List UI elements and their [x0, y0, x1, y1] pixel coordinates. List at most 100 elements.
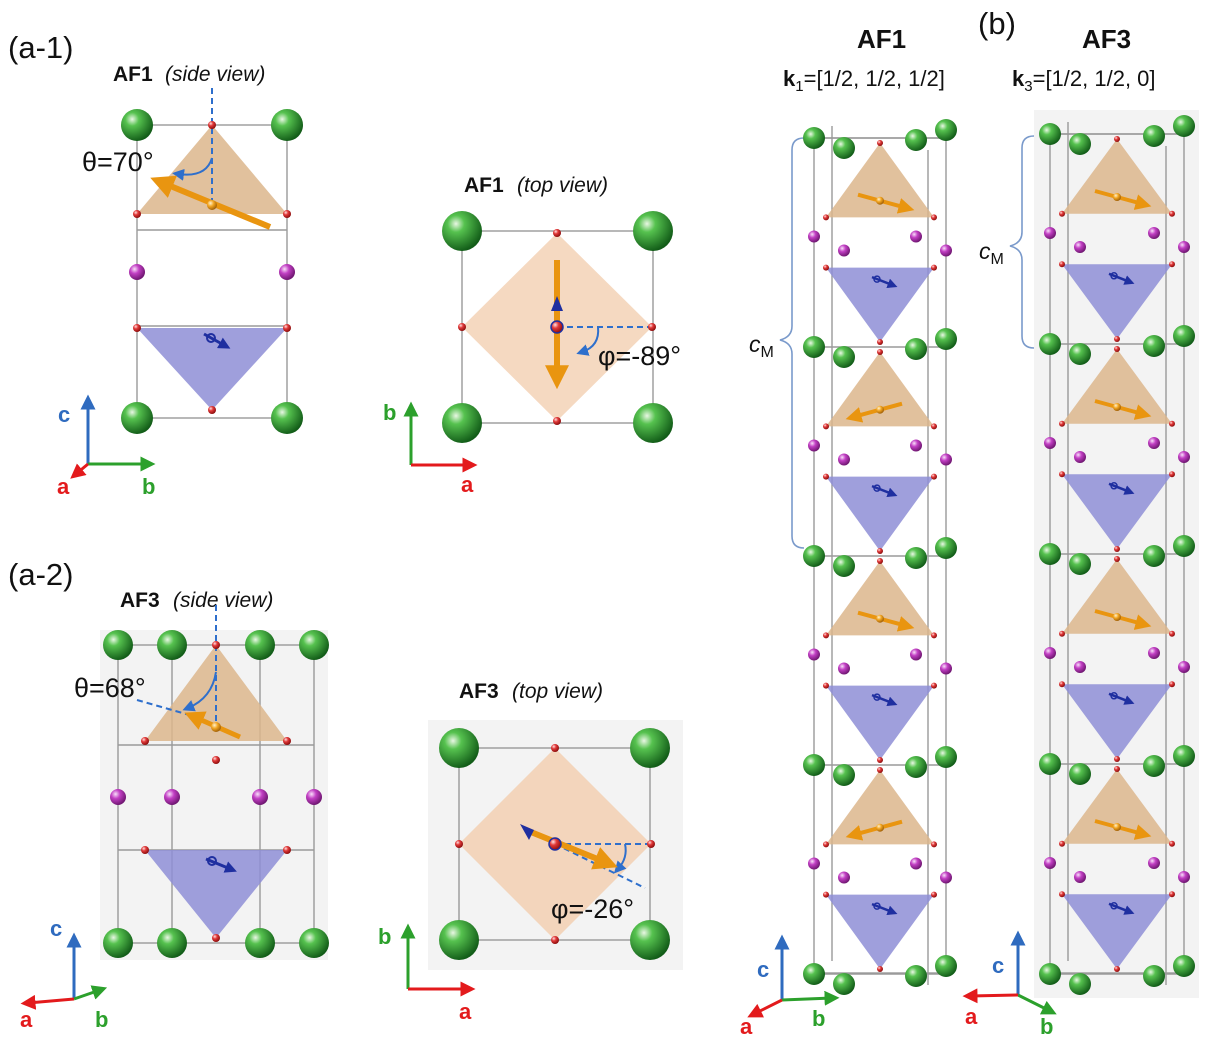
red-atom [877, 757, 883, 763]
red-atom [283, 324, 291, 332]
green-atom [1069, 133, 1091, 155]
red-atom [1169, 630, 1175, 637]
red-atom [283, 846, 291, 854]
a-axis-arrow [747, 998, 783, 1018]
k-value: =[1/2, 1/2, 1/2] [804, 66, 945, 91]
blue-atom [1110, 902, 1118, 910]
magenta-atom [1044, 227, 1056, 239]
green-atom [1143, 545, 1165, 567]
green-atom [271, 402, 303, 434]
a2-phi-label: φ=-26° [551, 894, 634, 924]
red-atom [212, 641, 220, 649]
red-atom [212, 756, 220, 764]
blue-atom [873, 484, 881, 492]
lower-tetrahedron [826, 267, 934, 342]
k-value: =[1/2, 1/2, 0] [1033, 66, 1156, 91]
red-atom [1114, 766, 1120, 772]
b-axis-label: b [142, 474, 155, 499]
lower-tetrahedron [1062, 264, 1172, 339]
a-axis-label: a [965, 1004, 978, 1029]
cm-subscript: M [991, 251, 1004, 268]
red-atom [1169, 471, 1175, 478]
green-atom [803, 754, 825, 776]
a-axis-label: a [740, 1014, 753, 1039]
red-atom [1059, 630, 1065, 637]
moment-arrow-blue [1108, 272, 1135, 285]
blue-atom [1110, 692, 1118, 700]
red-atom [1114, 336, 1120, 342]
a2-top-axes: b a [378, 923, 476, 1024]
magenta-atom [1074, 661, 1086, 673]
blue-atom [873, 275, 881, 283]
magenta-atom [252, 789, 268, 805]
orange-atom [1113, 613, 1121, 621]
green-atom [1143, 335, 1165, 357]
lower-tetrahedron [826, 894, 934, 969]
a2-top-title: AF3 [459, 680, 499, 703]
green-atom [245, 928, 275, 958]
k-symbol: k [1012, 66, 1025, 91]
green-atom [1069, 973, 1091, 995]
cm-symbol: c [749, 331, 761, 357]
green-atom [803, 336, 825, 358]
moment-arrow-blue [1108, 482, 1135, 495]
cm-label-af3: cM [979, 238, 1004, 268]
magenta-atom [1044, 437, 1056, 449]
orange-atom [876, 614, 884, 623]
magenta-atom [1148, 437, 1160, 449]
red-atom [141, 846, 149, 854]
orange-atom [211, 722, 221, 732]
a-axis-label: a [461, 472, 474, 497]
green-atom [1039, 543, 1061, 565]
c-axis-label: c [50, 916, 62, 941]
c-axis-label: c [58, 402, 70, 427]
lower-tetrahedron [145, 850, 287, 938]
k-subscript: 1 [795, 78, 803, 95]
red-atom [553, 229, 561, 237]
red-atom [133, 210, 141, 218]
red-atom [455, 840, 463, 848]
green-atom [630, 728, 670, 768]
red-atom [550, 320, 564, 334]
a-axis-label: a [459, 999, 472, 1024]
b-af3-title: AF3 [1082, 24, 1131, 54]
red-atom [1169, 840, 1175, 847]
red-atom [931, 632, 937, 639]
a-axis-label: a [57, 474, 70, 499]
a1-side-axes: c b a [57, 394, 156, 499]
green-atom [905, 129, 927, 151]
magenta-atom [910, 648, 922, 661]
panel-label-b: (b) [978, 6, 1016, 41]
green-atom [633, 211, 673, 251]
green-atom [833, 555, 855, 577]
green-atom [1039, 963, 1061, 985]
magenta-atom [1074, 451, 1086, 463]
green-atom [157, 928, 187, 958]
a2-side-view-structure: θ=68° [74, 605, 329, 960]
red-atom [208, 121, 216, 129]
magenta-atom [1178, 241, 1190, 253]
magenta-atom [129, 264, 145, 280]
green-atom [121, 402, 153, 434]
a-axis-arrow [20, 994, 75, 1010]
magenta-atom [910, 230, 922, 243]
magenta-atom [808, 439, 820, 452]
magenta-atom [808, 648, 820, 661]
a1-theta-label: θ=70° [82, 147, 154, 177]
a1-top-title: AF1 [464, 174, 504, 197]
green-atom [633, 403, 673, 443]
blue-atom [1110, 482, 1118, 490]
magenta-atom [910, 857, 922, 870]
red-atom [823, 214, 829, 221]
green-atom [803, 127, 825, 149]
magenta-atom [1148, 857, 1160, 869]
panel-label-a2: (a-2) [8, 557, 73, 592]
a-axis-arrow [70, 462, 89, 479]
red-atom [877, 140, 883, 146]
red-atom [931, 841, 937, 848]
blue-atom [207, 856, 217, 866]
lower-tetrahedron [826, 476, 934, 551]
orange-atom [876, 823, 884, 832]
red-atom [283, 737, 291, 745]
red-atom [823, 891, 829, 898]
